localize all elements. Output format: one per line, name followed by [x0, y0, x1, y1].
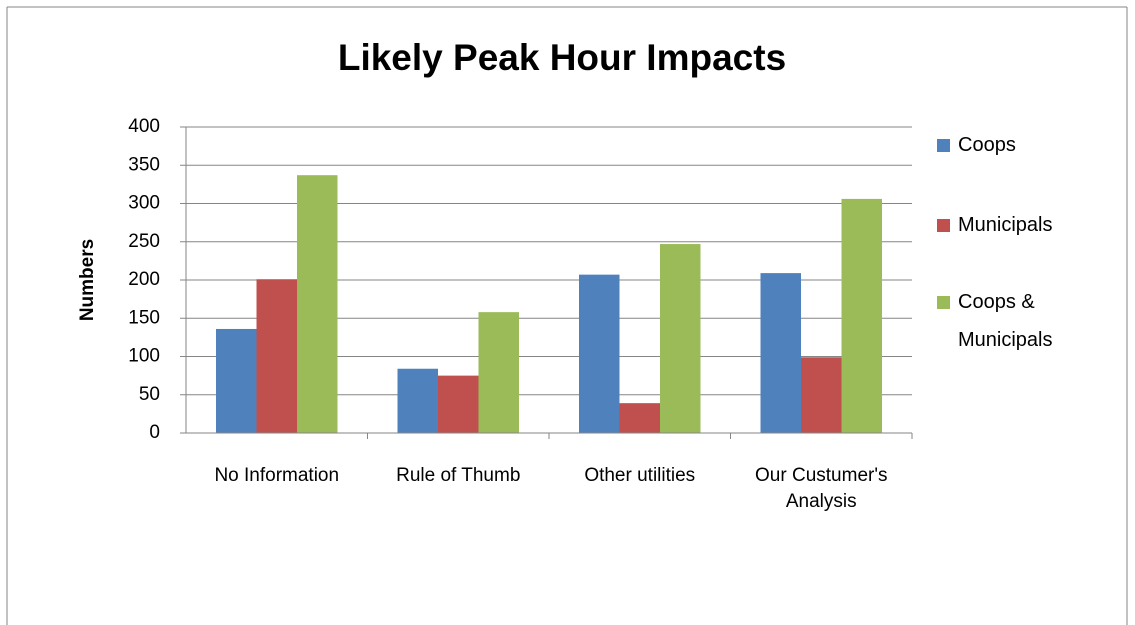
legend-label: Coops: [958, 134, 1016, 156]
bar: [438, 375, 479, 433]
legend-swatch: [937, 139, 950, 152]
bar: [660, 244, 701, 433]
legend-label: Coops & Municipals: [958, 291, 1053, 351]
y-tick-label: 200: [128, 269, 160, 290]
x-tick-label: No Information: [214, 465, 340, 486]
y-tick-label: 250: [128, 231, 160, 252]
legend-label: Municipals: [958, 214, 1053, 236]
y-tick-label: 400: [128, 116, 160, 137]
y-tick-label: 100: [128, 346, 160, 367]
bar: [841, 198, 882, 433]
y-tick-label: 0: [149, 422, 160, 443]
bar: [256, 279, 297, 433]
y-tick-label: 150: [128, 307, 160, 328]
bar: [619, 403, 660, 433]
bar: [397, 368, 438, 433]
y-axis-label: Numbers: [77, 239, 98, 321]
y-tick-label: 350: [128, 154, 160, 175]
x-tick-label: Our Custumer's Analysis: [755, 465, 888, 512]
bar: [579, 274, 620, 433]
bar: [760, 273, 801, 433]
y-tick-label: 300: [128, 193, 160, 214]
y-tick-label: 50: [139, 384, 160, 405]
legend-swatch: [937, 219, 950, 232]
bar: [478, 312, 519, 433]
x-tick-label: Rule of Thumb: [396, 465, 521, 486]
x-tick-label: Other utilities: [584, 465, 696, 486]
legend-swatch: [937, 296, 950, 309]
chart-title: Likely Peak Hour Impacts: [338, 37, 786, 78]
bar: [216, 328, 257, 433]
bar: [297, 175, 338, 433]
bar: [801, 357, 842, 433]
